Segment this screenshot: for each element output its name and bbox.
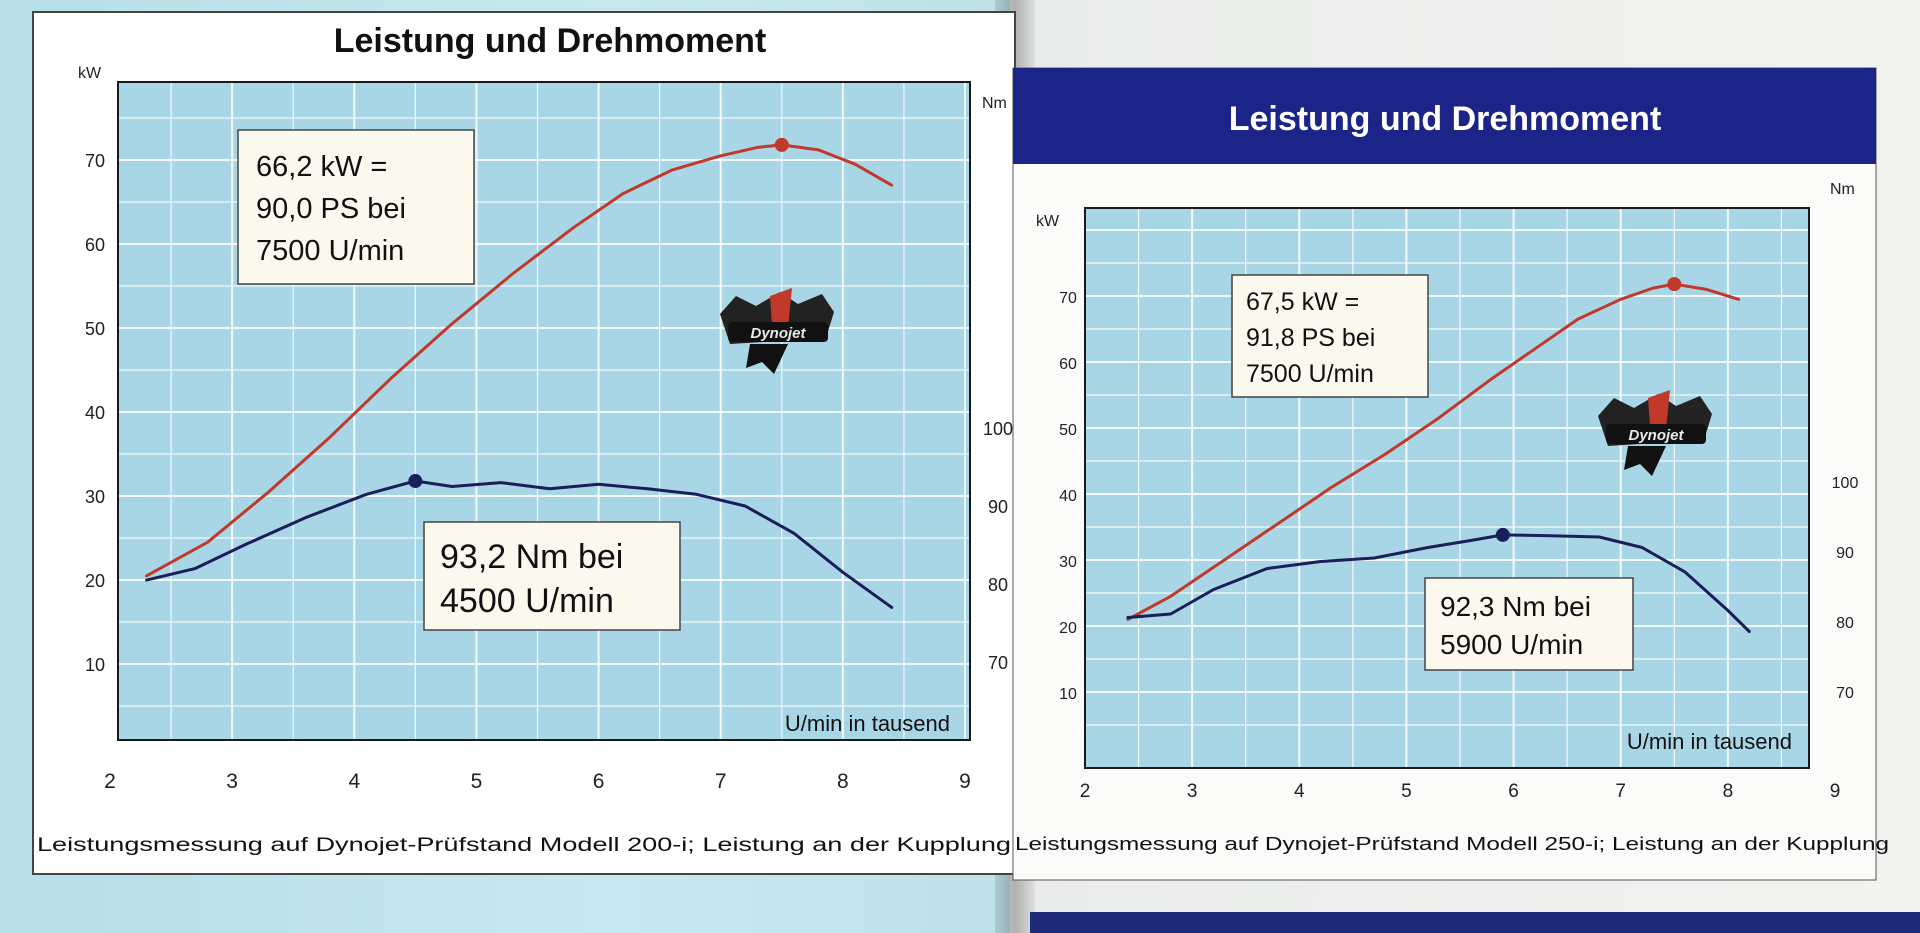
chart-right-peak-marker-power xyxy=(1667,277,1682,292)
chart-right-ytick-left: 40 xyxy=(1059,488,1077,505)
chart-right-xtick: 7 xyxy=(1615,781,1626,802)
chart-right-xlabel: U/min in tausend xyxy=(1627,729,1792,754)
chart-right-series-line-power xyxy=(1126,282,1741,621)
chart-left-peak-marker-power xyxy=(774,137,789,152)
chart-right-series xyxy=(1126,277,1751,633)
chart-left-annotation-power-line-2: 90,0 PS bei xyxy=(256,193,406,225)
chart-left-xtick: 5 xyxy=(471,770,483,793)
chart-left-ylabel-left: kW xyxy=(78,65,102,82)
chart-right: Leistung und Drehmoment kW Nm 10 20 30 40 50… xyxy=(1012,67,1889,881)
chart-left-ytick-left: 20 xyxy=(85,571,105,591)
chart-left-annotation-power: 66,2 kW = 90,0 PS bei 7500 U/min xyxy=(237,129,475,285)
chart-left-plot-border xyxy=(117,81,971,741)
chart-right-xtick: 5 xyxy=(1401,781,1412,802)
chart-right-ytick-left: 50 xyxy=(1059,422,1077,439)
chart-right-xtick: 3 xyxy=(1187,781,1198,802)
chart-right-annotation-power-line-1: 67,5 kW = xyxy=(1246,288,1359,316)
chart-left-annotation-torque-box xyxy=(423,521,681,631)
chart-left-series-line-power xyxy=(145,143,894,578)
chart-right-title-bar xyxy=(1013,68,1876,164)
chart-right-ytick-right: 100 xyxy=(1832,475,1859,492)
chart-left-xtick: 8 xyxy=(837,770,849,793)
chart-right-xtick: 9 xyxy=(1830,781,1841,802)
chart-left-ytick-right: 70 xyxy=(988,653,1008,673)
chart-left-annotation-torque: 93,2 Nm bei 4500 U/min xyxy=(423,521,681,631)
chart-right-series-line-torque xyxy=(1126,533,1751,633)
chart-left-ytick-right: 100 xyxy=(983,419,1013,439)
chart-right-plot-border xyxy=(1084,207,1810,769)
chart-right-ytick-left: 70 xyxy=(1059,290,1077,307)
chart-right-ylabel-right: Nm xyxy=(1830,181,1855,198)
chart-right-xtick: 2 xyxy=(1080,781,1091,802)
chart-right-ytick-left: 10 xyxy=(1059,686,1077,703)
chart-right-peak-marker-torque xyxy=(1495,527,1510,542)
chart-left-series-line-torque xyxy=(145,479,894,609)
chart-right-annotation-power-line-3: 7500 U/min xyxy=(1246,360,1374,388)
chart-right-annotation-torque: 92,3 Nm bei 5900 U/min xyxy=(1424,577,1634,671)
chart-left-ytick-right: 90 xyxy=(988,497,1008,517)
chart-right-ytick-right: 70 xyxy=(1836,685,1854,702)
chart-right-annotation-power-line-2: 91,8 PS bei xyxy=(1246,324,1375,352)
chart-left-ytick-right: 80 xyxy=(988,575,1008,595)
chart-left-ytick-left: 70 xyxy=(85,151,105,171)
chart-right-annotation-power: 67,5 kW = 91,8 PS bei 7500 U/min xyxy=(1231,274,1429,398)
chart-left-yticks-right: 70 80 90 100 xyxy=(983,419,1013,673)
chart-right-title: Leistung und Drehmoment xyxy=(1229,100,1662,138)
chart-left-ytick-left: 50 xyxy=(85,319,105,339)
chart-right-caption: Leistungsmessung auf Dynojet-Prüfstand M… xyxy=(1015,834,1889,854)
chart-left-dynojet-logo: Dynojet xyxy=(720,288,834,374)
chart-right-xticks: 2 3 4 5 6 7 8 9 xyxy=(1080,781,1841,802)
chart-right-ylabel-left: kW xyxy=(1036,213,1060,230)
chart-left-logo-text: Dynojet xyxy=(750,325,806,342)
chart-left: Leistung und Drehmoment kW Nm 10 20 30 40 50… xyxy=(32,11,1016,875)
chart-left-xtick: 4 xyxy=(348,770,360,793)
chart-left-ytick-left: 40 xyxy=(85,403,105,423)
chart-left-xtick: 6 xyxy=(593,770,605,793)
chart-right-annotation-power-box xyxy=(1231,274,1429,398)
chart-right-ytick-left: 30 xyxy=(1059,554,1077,571)
chart-right-annotation-torque-box xyxy=(1424,577,1634,671)
chart-right-xtick: 8 xyxy=(1723,781,1734,802)
chart-right-annotation-torque-line-1: 92,3 Nm bei xyxy=(1440,591,1591,622)
chart-right-xtick: 4 xyxy=(1294,781,1305,802)
chart-right-yticks-left: 10 20 30 40 50 60 70 xyxy=(1059,290,1077,703)
chart-left-title: Leistung und Drehmoment xyxy=(334,22,767,60)
chart-left-xtick: 7 xyxy=(715,770,727,793)
chart-left-annotation-power-line-1: 66,2 kW = xyxy=(256,151,387,183)
chart-left-annotation-torque-line-2: 4500 U/min xyxy=(440,582,614,620)
chart-right-dynojet-logo: Dynojet xyxy=(1598,390,1712,476)
chart-right-ytick-left: 20 xyxy=(1059,620,1077,637)
chart-left-ytick-left: 60 xyxy=(85,235,105,255)
chart-right-ytick-left: 60 xyxy=(1059,356,1077,373)
chart-right-annotation-torque-line-2: 5900 U/min xyxy=(1440,629,1583,660)
chart-left-xtick: 3 xyxy=(226,770,238,793)
chart-right-xtick: 6 xyxy=(1508,781,1519,802)
chart-right-plot-area xyxy=(1085,208,1809,768)
chart-left-peak-marker-torque xyxy=(408,474,423,489)
chart-left-caption: Leistungsmessung auf Dynojet-Prüfstand M… xyxy=(37,835,1011,856)
chart-left-grid xyxy=(118,82,970,740)
chart-left-xtick: 2 xyxy=(104,770,116,793)
chart-left-annotation-power-box xyxy=(237,129,475,285)
chart-left-annotation-torque-line-1: 93,2 Nm bei xyxy=(440,538,623,576)
chart-left-annotation-power-line-3: 7500 U/min xyxy=(256,235,404,267)
chart-left-yticks-left: 10 20 30 40 50 60 70 xyxy=(85,151,105,675)
bottom-color-bar xyxy=(1030,912,1920,933)
chart-left-xticks: 2 3 4 5 6 7 8 9 xyxy=(104,770,971,793)
chart-left-xtick: 9 xyxy=(959,770,971,793)
chart-right-ytick-right: 80 xyxy=(1836,615,1854,632)
chart-right-ytick-right: 90 xyxy=(1836,545,1854,562)
chart-left-series xyxy=(145,137,894,609)
chart-left-ytick-left: 10 xyxy=(85,655,105,675)
chart-left-ylabel-right: Nm xyxy=(982,95,1007,112)
chart-right-yticks-right: 70 80 90 100 xyxy=(1832,475,1859,702)
chart-left-ytick-left: 30 xyxy=(85,487,105,507)
chart-right-logo-text: Dynojet xyxy=(1628,427,1684,444)
chart-left-xlabel: U/min in tausend xyxy=(785,711,950,736)
